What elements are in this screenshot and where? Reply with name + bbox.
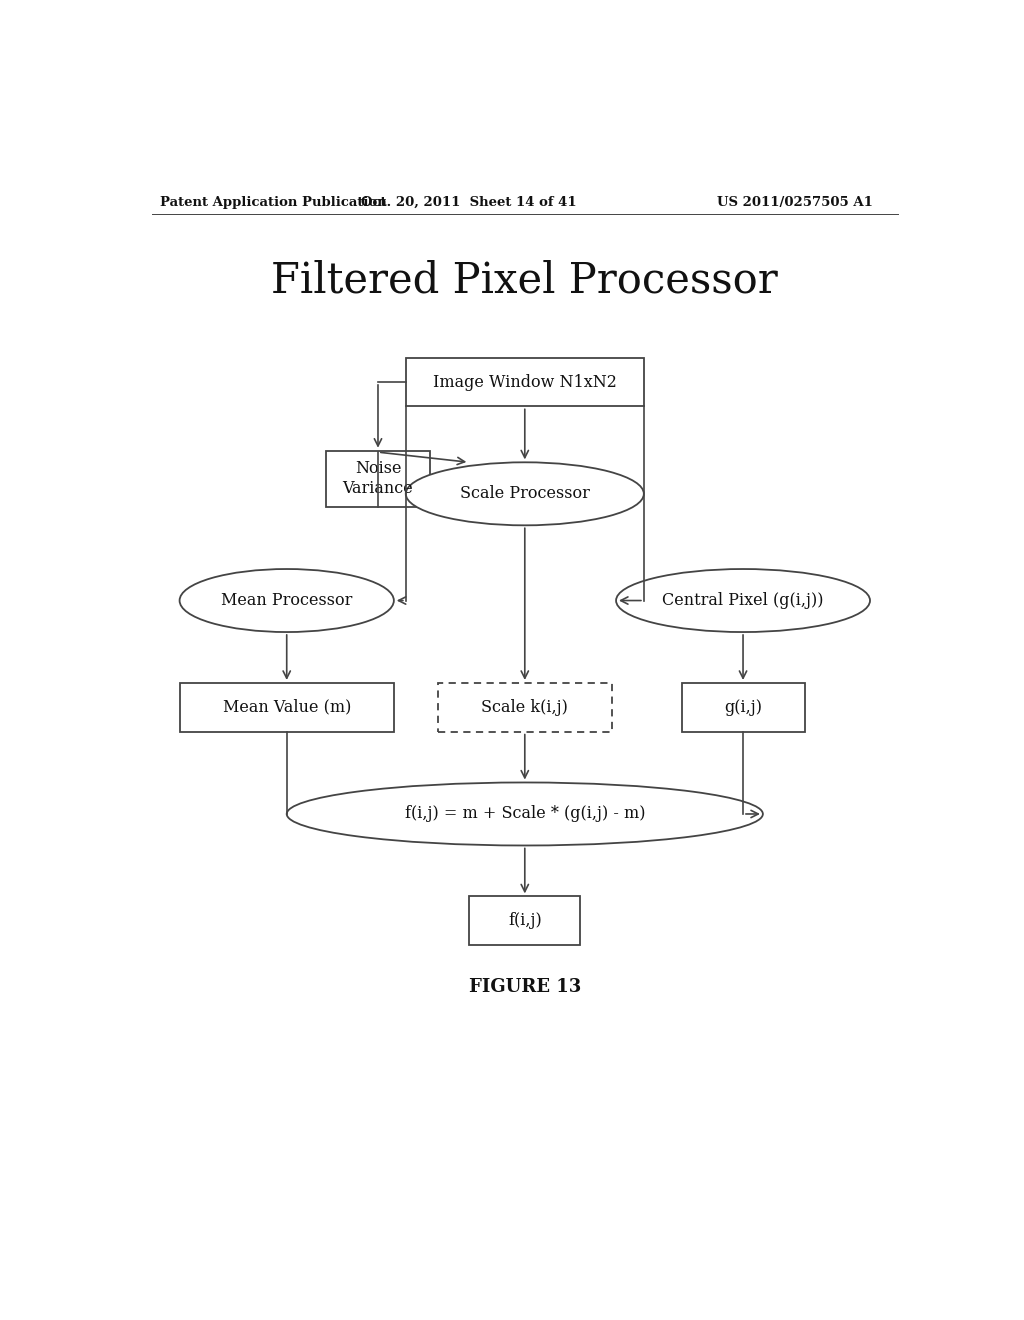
Ellipse shape bbox=[616, 569, 870, 632]
Text: Central Pixel (g(i,j)): Central Pixel (g(i,j)) bbox=[663, 593, 823, 609]
Text: Scale k(i,j): Scale k(i,j) bbox=[481, 698, 568, 715]
Bar bbox=[179, 682, 394, 731]
Bar bbox=[469, 896, 581, 945]
Text: FIGURE 13: FIGURE 13 bbox=[469, 978, 581, 995]
Text: Filtered Pixel Processor: Filtered Pixel Processor bbox=[271, 259, 778, 301]
Text: Oct. 20, 2011  Sheet 14 of 41: Oct. 20, 2011 Sheet 14 of 41 bbox=[361, 195, 578, 209]
Text: Mean Processor: Mean Processor bbox=[221, 593, 352, 609]
Text: Noise
Variance: Noise Variance bbox=[343, 461, 414, 496]
Text: f(i,j) = m + Scale * (g(i,j) - m): f(i,j) = m + Scale * (g(i,j) - m) bbox=[404, 805, 645, 822]
Text: g(i,j): g(i,j) bbox=[724, 698, 762, 715]
Bar bbox=[682, 682, 805, 731]
Text: Patent Application Publication: Patent Application Publication bbox=[160, 195, 386, 209]
Ellipse shape bbox=[179, 569, 394, 632]
Ellipse shape bbox=[287, 783, 763, 846]
Text: US 2011/0257505 A1: US 2011/0257505 A1 bbox=[717, 195, 872, 209]
Text: f(i,j): f(i,j) bbox=[508, 912, 542, 929]
Text: Image Window N1xN2: Image Window N1xN2 bbox=[433, 374, 616, 391]
Text: Mean Value (m): Mean Value (m) bbox=[222, 698, 351, 715]
Text: Scale Processor: Scale Processor bbox=[460, 486, 590, 503]
Bar bbox=[327, 450, 430, 507]
Bar bbox=[437, 682, 612, 731]
Bar bbox=[406, 358, 644, 407]
Ellipse shape bbox=[406, 462, 644, 525]
